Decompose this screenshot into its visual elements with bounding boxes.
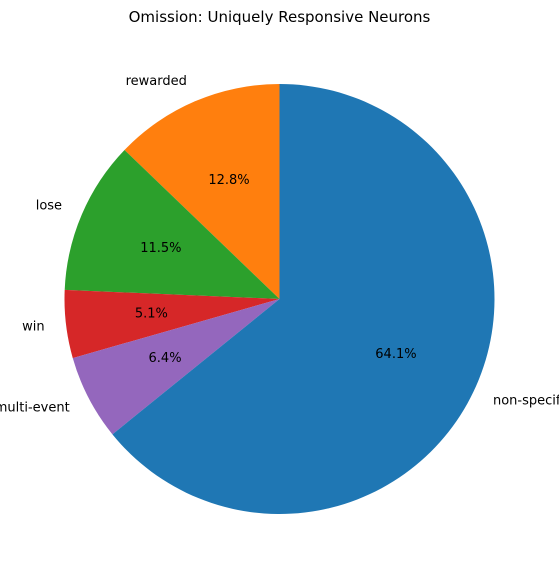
slice-percent-multi-event: 6.4%	[149, 351, 182, 366]
slice-percent-win: 5.1%	[135, 307, 168, 322]
slice-label-win: win	[22, 319, 44, 334]
slice-percent-non-specific: 64.1%	[375, 347, 416, 362]
slice-label-non-specific: non-specific	[493, 393, 559, 408]
slice-percent-lose: 11.5%	[140, 241, 181, 256]
pie-slice-rewarded	[124, 84, 280, 299]
pie-labels: rewarded 12.8% lose 11.5% win 5.1% multi-event…	[0, 74, 559, 416]
pie-slice-multi-event	[72, 299, 280, 435]
pie-slice-lose	[64, 149, 280, 299]
pie-slices	[64, 84, 495, 514]
slice-label-lose: lose	[36, 199, 62, 214]
slice-label-rewarded: rewarded	[126, 74, 187, 89]
pie-slice-win	[64, 289, 280, 359]
pie-slice-non-specific	[112, 84, 495, 514]
slice-label-multi-event: multi-event	[0, 401, 70, 416]
slice-percent-rewarded: 12.8%	[208, 173, 249, 188]
chart-title: Omission: Uniquely Responsive Neurons	[129, 8, 431, 26]
